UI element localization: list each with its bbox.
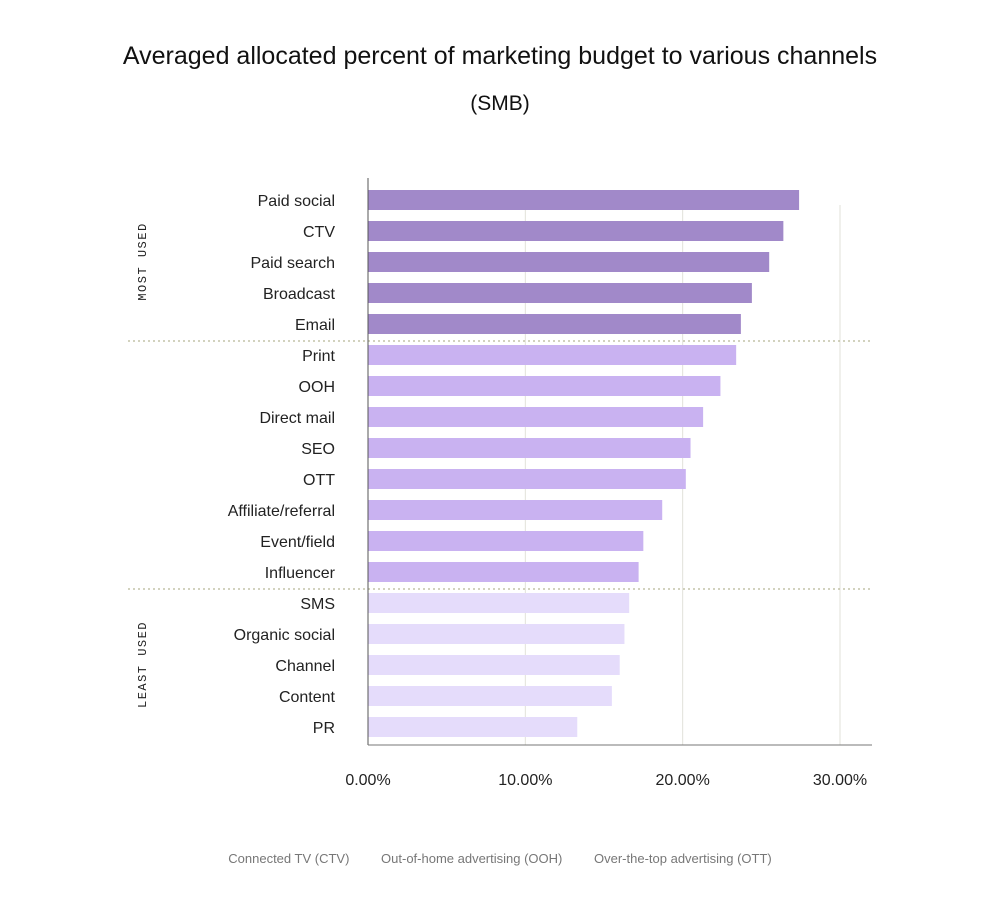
x-tick-label: 0.00% — [345, 772, 390, 789]
category-label: PR — [313, 720, 335, 737]
bar-organic-social — [368, 624, 625, 644]
bar-email — [368, 314, 741, 334]
category-label: Influencer — [265, 565, 336, 582]
category-label: Print — [302, 348, 335, 365]
x-tick-label: 30.00% — [813, 772, 867, 789]
bar-content — [368, 686, 612, 706]
category-label: Email — [295, 317, 335, 334]
bar-event-field — [368, 531, 644, 551]
bar-seo — [368, 438, 691, 458]
category-label: Organic social — [234, 627, 335, 644]
x-tick-label: 10.00% — [498, 772, 552, 789]
group-label: MOST USED — [136, 222, 150, 300]
footnote: Over-the-top advertising (OTT) — [594, 851, 772, 866]
bar-ooh — [368, 376, 721, 396]
bar-broadcast — [368, 283, 752, 303]
bar-print — [368, 345, 737, 365]
bar-ctv — [368, 221, 784, 241]
bar-affiliate-referral — [368, 500, 663, 520]
category-label: Paid search — [251, 255, 336, 272]
category-label: Direct mail — [259, 410, 335, 427]
category-label: OOH — [299, 379, 335, 396]
category-label: CTV — [303, 224, 335, 241]
bar-influencer — [368, 562, 639, 582]
bar-ott — [368, 469, 686, 489]
category-label: Broadcast — [263, 286, 336, 303]
bar-sms — [368, 593, 630, 613]
bar-channel — [368, 655, 620, 675]
footnotes: Connected TV (CTV) Out-of-home advertisi… — [0, 851, 1000, 866]
bar-paid-search — [368, 252, 770, 272]
category-label: Channel — [275, 658, 335, 675]
footnote: Out-of-home advertising (OOH) — [381, 851, 563, 866]
category-label: OTT — [303, 472, 335, 489]
bar-pr — [368, 717, 578, 737]
footnote: Connected TV (CTV) — [228, 851, 350, 866]
x-tick-label: 20.00% — [656, 772, 710, 789]
bar-direct-mail — [368, 407, 704, 427]
category-label: SMS — [300, 596, 335, 613]
bar-paid-social — [368, 190, 800, 210]
category-label: Event/field — [260, 534, 335, 551]
chart-title: Averaged allocated percent of marketing … — [122, 42, 878, 70]
category-label: Content — [279, 689, 336, 706]
category-label: Paid social — [258, 193, 335, 210]
group-label: LEAST USED — [136, 621, 150, 708]
category-label: Affiliate/referral — [228, 503, 335, 520]
chart-subtitle: (SMB) — [470, 92, 530, 115]
category-label: SEO — [301, 441, 335, 458]
